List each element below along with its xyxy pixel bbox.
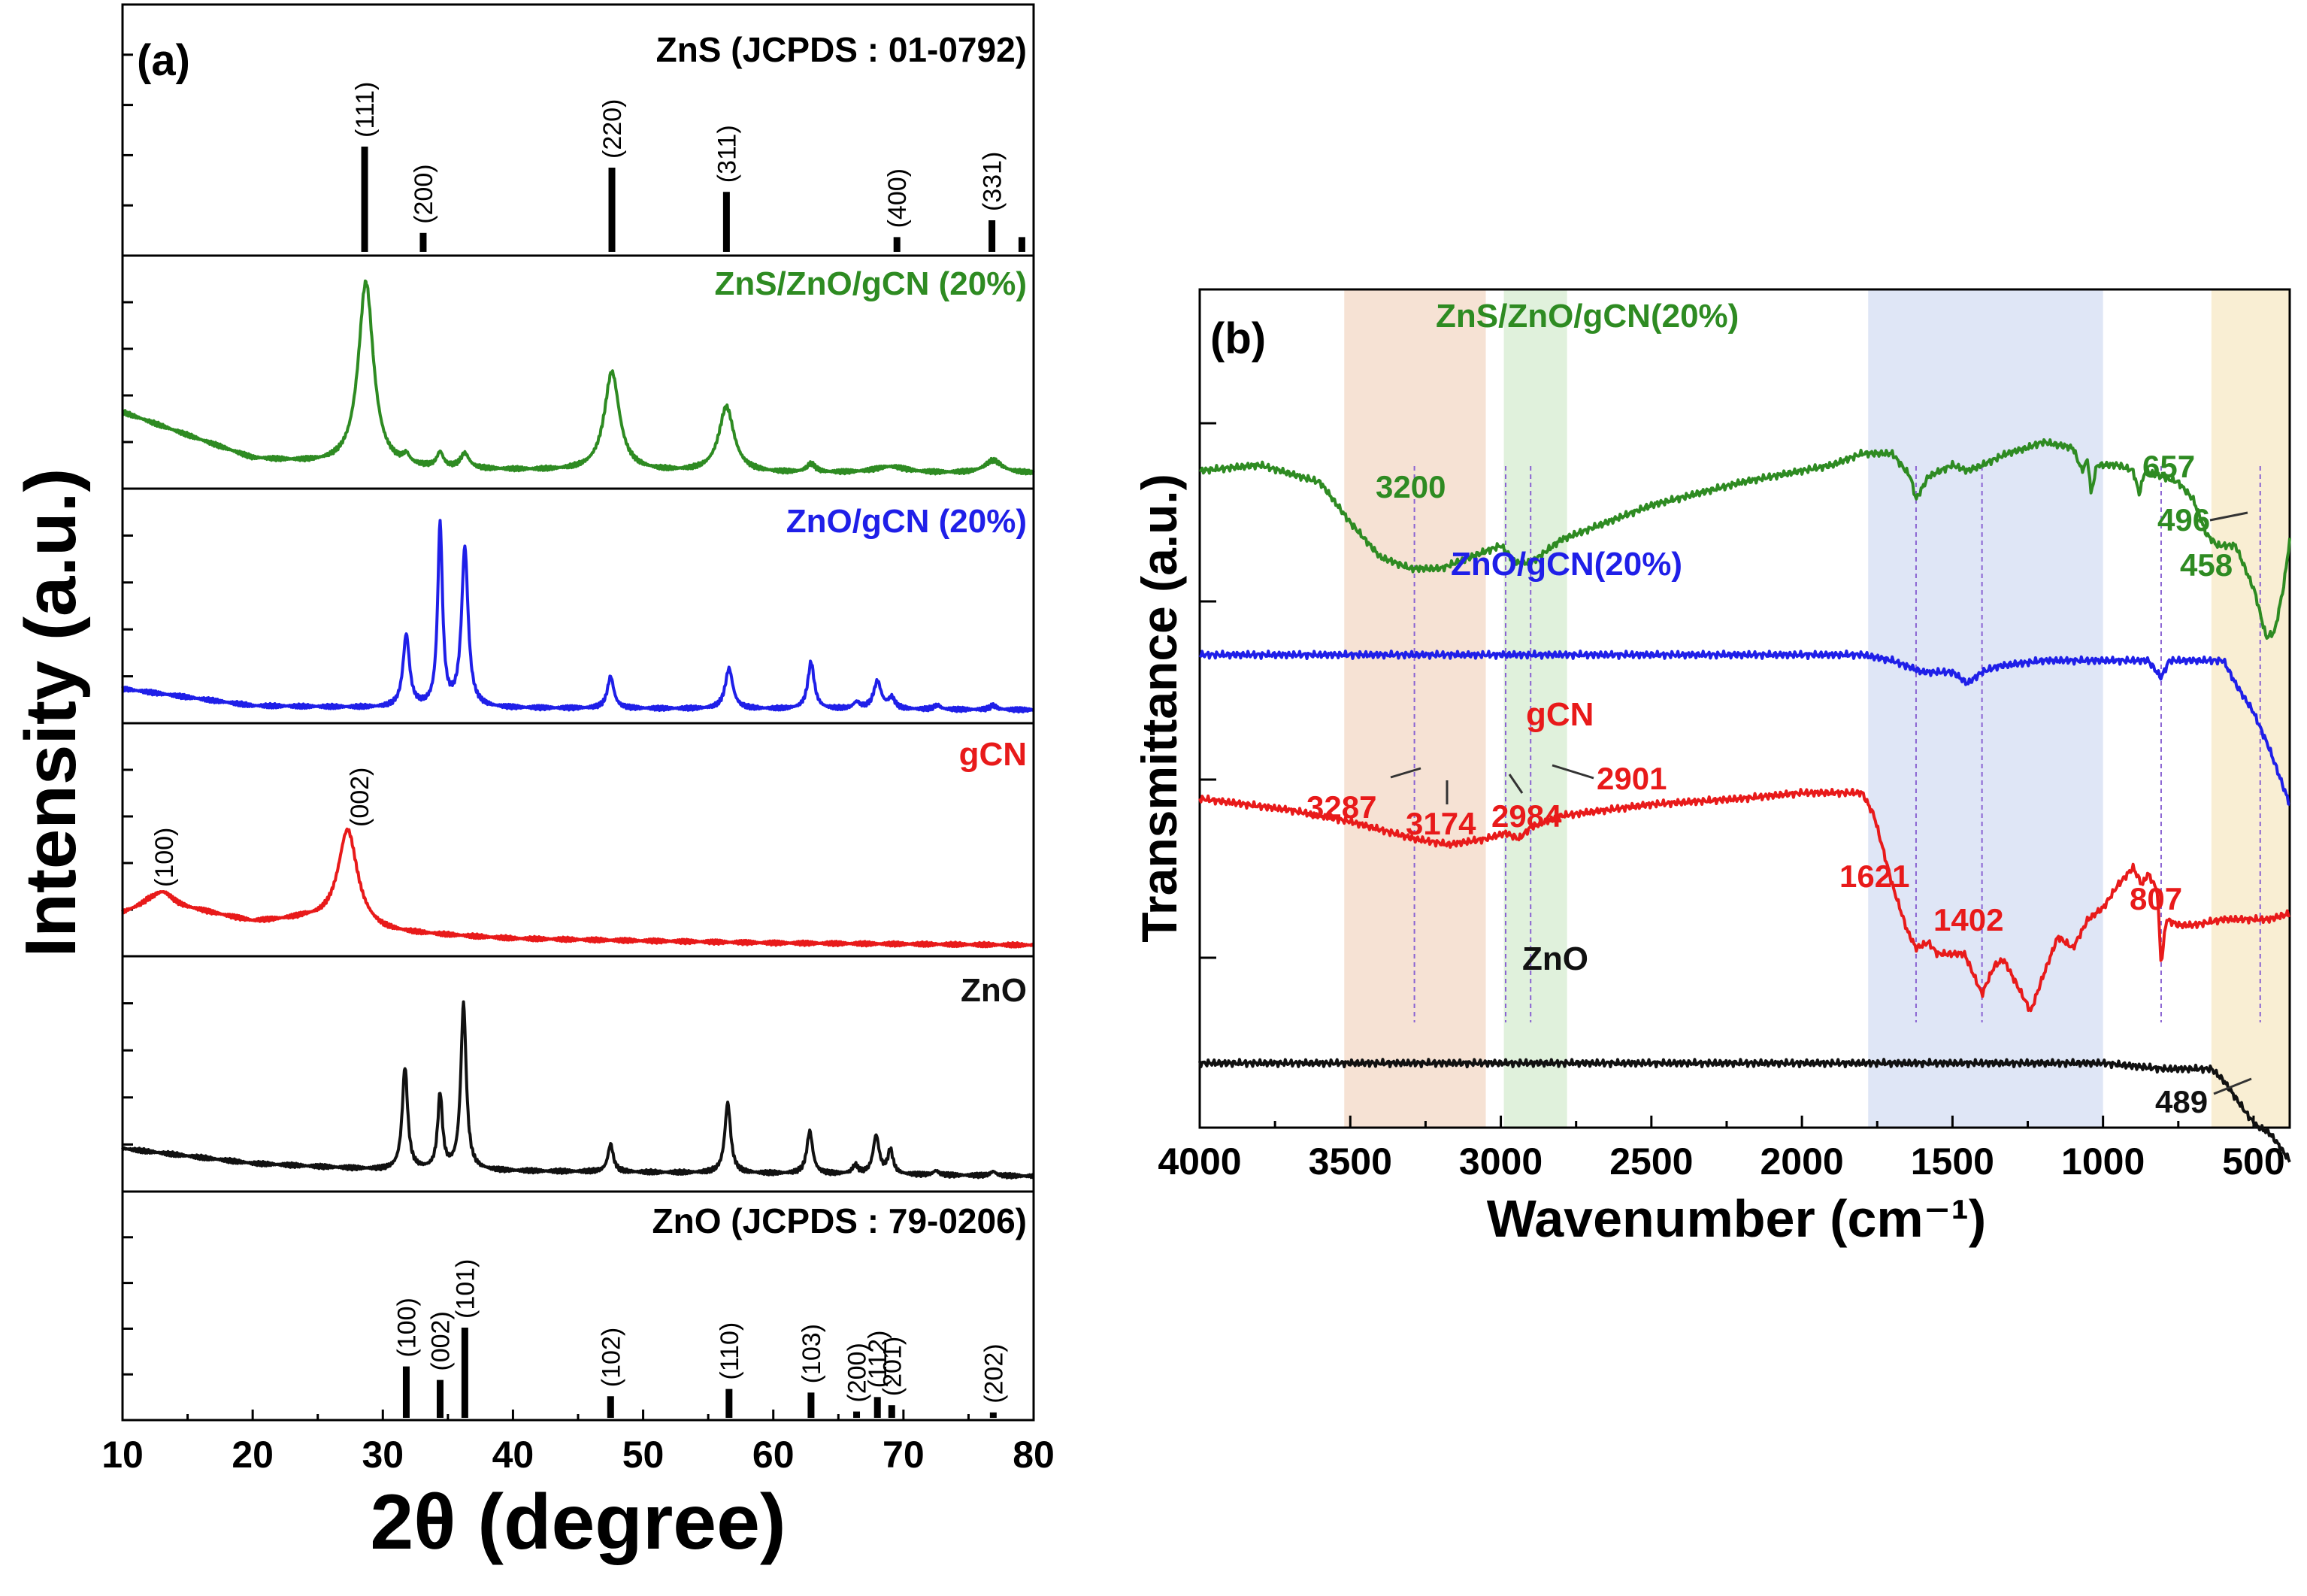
ref-hkl-label: (002) (426, 1311, 455, 1370)
ftir-x-tick-label: 2000 (1760, 1140, 1843, 1183)
xrd-x-axis-title: 2θ (degree) (370, 1479, 786, 1566)
ref-hkl-label: (103) (798, 1324, 826, 1383)
peak-arrows (1390, 511, 2252, 1095)
ftir-trace-3 (1198, 1058, 2291, 1163)
ftir-shaded-region-1 (1503, 289, 1567, 1128)
ref-hkl-label: (102) (597, 1328, 625, 1387)
ftir-label-zns-zno-gcn: ZnS/ZnO/gCN(20%) (1436, 298, 1739, 335)
gcn-peak-label-100: (100) (150, 828, 179, 887)
xrd-trace-3 (121, 1000, 1035, 1180)
ref-hkl-label: (200) (410, 164, 438, 223)
xrd-x-tick-label: 70 (883, 1434, 925, 1476)
xrd-label-zno-gcn: ZnO/gCN (20%) (786, 503, 1027, 540)
ftir-x-tick-label: 1000 (2061, 1140, 2145, 1183)
xrd-x-tick-label: 10 (101, 1434, 144, 1476)
peak-label-489: 489 (2155, 1084, 2208, 1119)
ftir-trace-0 (1199, 438, 2291, 640)
ftir-x-tick-label: 3500 (1309, 1140, 1392, 1183)
ftir-x-tick-label: 500 (2222, 1140, 2284, 1183)
peak-label-3200: 3200 (1376, 469, 1446, 504)
gcn-peak-label-002: (002) (346, 768, 374, 827)
ref-hkl-label: (400) (883, 168, 912, 228)
ref-hkl-label: (101) (451, 1259, 480, 1319)
ftir-x-tick-label: 1500 (1911, 1140, 1994, 1183)
ref-hkl-label: (200) (843, 1343, 872, 1402)
ftir-x-axis-title: Wavenumber (cm⁻¹) (1487, 1189, 1986, 1248)
xrd-x-tick-label: 80 (1013, 1434, 1055, 1476)
ftir-trace-1 (1198, 650, 2290, 806)
zno-reference-title: ZnO (JCPDS : 79-0206) (652, 1201, 1027, 1240)
arrow-3287 (1390, 767, 1421, 779)
peak-label-496: 496 (2157, 502, 2210, 538)
arrow-489 (2213, 1077, 2252, 1095)
xrd-trace-0 (121, 279, 1035, 476)
xrd-trace-2 (121, 827, 1035, 949)
arrow-496 (2209, 511, 2248, 522)
peak-label-3174: 3174 (1406, 806, 1476, 841)
ftir-label-zno-gcn: ZnO/gCN(20%) (1451, 546, 1682, 583)
ftir-x-tick-label: 2500 (1609, 1140, 1693, 1183)
ref-hkl-label: (220) (598, 99, 627, 159)
ftir-label-gcn: gCN (1526, 696, 1594, 733)
xrd-x-tick-label: 40 (492, 1434, 534, 1476)
peak-label-2984: 2984 (1491, 798, 1562, 834)
arrow-2901 (1552, 764, 1594, 780)
ftir-x-tick-label: 3000 (1459, 1140, 1543, 1183)
ref-hkl-label: (112) (864, 1331, 892, 1389)
xrd-x-tick-label: 60 (752, 1434, 795, 1476)
xrd-y-axis-title: Intensity (a.u.) (11, 468, 91, 958)
ftir-y-axis-title: Transmittance (a.u.) (1131, 474, 1187, 943)
ref-hkl-label: (331) (979, 152, 1007, 211)
ref-hkl-label: (201) (878, 1337, 907, 1396)
ref-hkl-label: (111) (351, 82, 380, 138)
ref-hkl-label: (110) (716, 1322, 744, 1380)
xrd-label-zno: ZnO (961, 972, 1027, 1009)
xrd-trace-1 (121, 519, 1035, 714)
ftir-plot-frame (1198, 288, 2291, 1129)
zns-reference-title: ZnS (JCPDS : 01-0792) (656, 30, 1027, 69)
ref-hkl-label: (100) (392, 1298, 421, 1357)
panel-b-label: (b) (1210, 314, 1266, 363)
xrd-x-tick-label: 20 (232, 1434, 274, 1476)
xrd-label-zns-zno-gcn: ZnS/ZnO/gCN (20%) (714, 265, 1027, 302)
peak-label-807: 807 (2130, 881, 2182, 916)
ftir-label-zno: ZnO (1522, 940, 1588, 977)
peak-label-1621: 1621 (1839, 859, 1909, 894)
xrd-panel: (111)(200)(220) (311)(400) (331)(100) (002)… (11, 3, 1055, 1566)
ref-hkl-label: (311) (713, 125, 741, 183)
arrow-2984 (1508, 774, 1524, 794)
peak-label-1402: 1402 (1933, 902, 2003, 937)
xrd-x-tick-label: 50 (622, 1434, 665, 1476)
xrd-label-gcn: gCN (959, 736, 1027, 773)
peak-label-2901: 2901 (1597, 761, 1667, 796)
ftir-x-tick-label: 4000 (1158, 1140, 1241, 1183)
peak-label-657: 657 (2142, 449, 2195, 484)
ftir-shaded-region-2 (1868, 289, 2103, 1128)
ref-hkl-label: (202) (979, 1343, 1008, 1403)
xrd-x-tick-label: 30 (362, 1434, 404, 1476)
ftir-trace-2 (1198, 788, 2291, 1013)
peak-label-3287: 3287 (1306, 789, 1376, 825)
peak-label-458: 458 (2180, 547, 2233, 583)
panel-a-label: (a) (137, 36, 190, 85)
ftir-panel: 4000 3500 3000 2500 2000 1500 1000 500 (b) Wave… (1131, 288, 2291, 1248)
